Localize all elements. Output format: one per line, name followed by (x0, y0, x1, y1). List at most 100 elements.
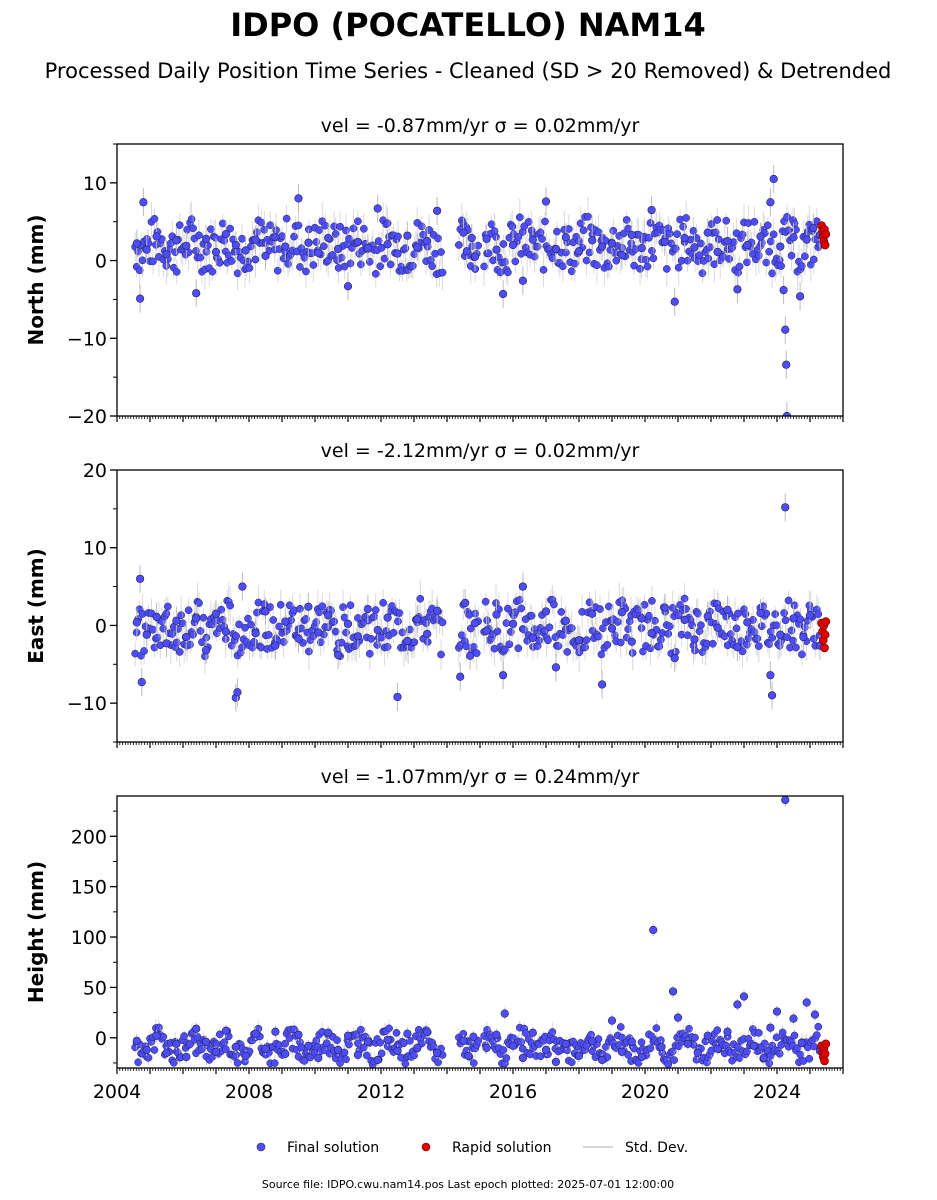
data-point-final (316, 638, 325, 647)
y-tick-label: 0 (95, 1028, 107, 1050)
data-point-final (271, 641, 280, 650)
data-point-final (564, 225, 573, 233)
data-point-final (597, 242, 607, 251)
data-point-final (482, 626, 491, 635)
data-point-final (261, 607, 270, 616)
data-point-final (593, 261, 601, 270)
data-point-final (202, 1037, 211, 1046)
data-point-final (781, 616, 790, 625)
data-point-final (434, 1058, 442, 1067)
data-point-final (363, 244, 372, 253)
data-point-final (492, 1030, 501, 1039)
data-point-final (637, 244, 646, 253)
data-point-final (646, 1044, 655, 1053)
data-point-final (809, 255, 818, 264)
data-point-final (247, 620, 255, 629)
data-point-final (373, 204, 382, 213)
data-point-final (771, 610, 780, 618)
data-point-final (232, 632, 240, 640)
data-point-final (346, 601, 355, 610)
data-point-final (487, 220, 496, 229)
data-point-final (221, 1026, 230, 1035)
data-point-final (732, 624, 741, 633)
data-point-final (814, 1022, 823, 1031)
data-point-final (630, 261, 638, 270)
data-point-final (383, 643, 392, 651)
data-point-final (319, 242, 328, 251)
data-point-final (756, 232, 765, 241)
data-point-final (603, 640, 612, 649)
data-point-final (680, 594, 689, 603)
y-tick-label: −10 (67, 328, 107, 350)
data-point-final (500, 1009, 509, 1018)
data-point-final (271, 233, 280, 242)
data-point-final (175, 221, 184, 229)
data-point-final (787, 626, 796, 635)
y-tick-label: 100 (71, 927, 107, 949)
data-point-rapid (821, 617, 831, 626)
data-point-final (480, 262, 488, 271)
data-point-final (656, 635, 665, 644)
data-point-final (343, 619, 353, 628)
data-point-final (162, 250, 171, 259)
data-point-final (482, 1043, 491, 1052)
legend-label-sd: Std. Dev. (625, 1140, 688, 1156)
data-point-final (538, 235, 546, 243)
data-point-final (662, 265, 671, 273)
data-point-final (231, 240, 240, 250)
data-point-final (343, 1031, 353, 1040)
data-point-final (380, 254, 389, 263)
data-point-final (649, 925, 658, 935)
data-point-final (142, 630, 151, 639)
data-point-final (735, 1054, 744, 1062)
data-point-final (576, 219, 585, 228)
data-point-final (354, 217, 362, 226)
data-point-final (371, 606, 380, 614)
data-point-final (296, 604, 304, 613)
data-point-final (637, 1038, 646, 1047)
data-point-final (163, 602, 172, 611)
data-point-final (137, 678, 146, 687)
legend-label-rapid: Rapid solution (452, 1140, 552, 1156)
data-point-final (683, 256, 692, 265)
data-point-final (413, 1043, 422, 1052)
data-point-final (777, 1041, 785, 1049)
data-point-final (561, 233, 570, 242)
data-point-final (708, 639, 717, 648)
data-point-final (135, 266, 144, 275)
data-point-final (438, 268, 447, 277)
data-point-final (637, 1052, 646, 1062)
data-point-final (266, 221, 275, 230)
data-point-final (192, 1024, 201, 1033)
data-point-final (787, 251, 796, 260)
data-point-final (545, 623, 554, 632)
data-point-rapid (821, 229, 831, 239)
data-point-final (636, 264, 644, 273)
data-point-final (423, 1027, 432, 1036)
data-point-final (410, 1051, 419, 1060)
data-point-final (419, 230, 428, 239)
data-point-final (357, 260, 365, 269)
data-point-final (150, 215, 159, 223)
data-point-final (781, 325, 790, 334)
data-point-final (733, 643, 742, 652)
data-point-final (189, 630, 197, 639)
data-point-final (336, 222, 344, 231)
data-point-final (780, 609, 788, 617)
data-point-final (172, 616, 181, 625)
data-point-final (674, 263, 683, 272)
data-point-final (386, 260, 395, 269)
data-point-final (627, 230, 636, 240)
data-point-final (208, 267, 217, 276)
data-point-final (383, 219, 392, 228)
data-point-final (682, 214, 690, 222)
data-point-final (353, 237, 363, 247)
data-point-final (703, 1031, 712, 1040)
data-point-final (202, 646, 211, 655)
data-point-final (152, 1031, 161, 1040)
data-point-final (184, 606, 193, 615)
data-point-final (585, 248, 594, 257)
data-point-final (762, 258, 771, 267)
data-point-final (192, 614, 201, 623)
data-point-final (221, 230, 230, 239)
